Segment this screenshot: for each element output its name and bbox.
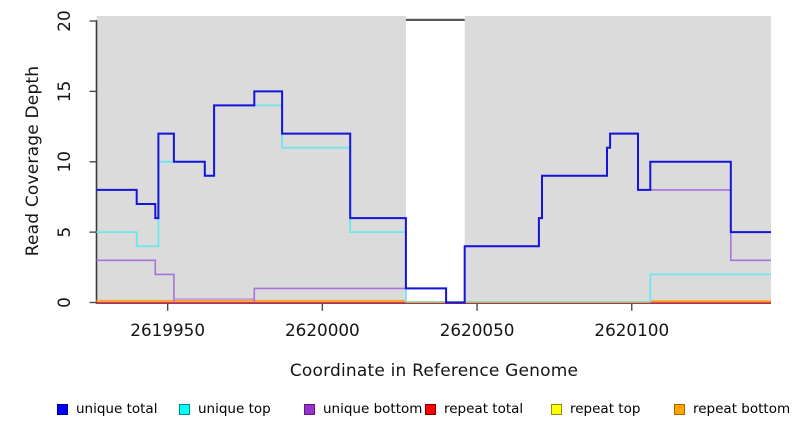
legend-swatch-unique-bottom [304,403,315,415]
x-tick-label: 2620050 [440,320,515,340]
legend-swatch-unique-top [179,403,190,415]
legend-swatch-unique-total [57,403,68,415]
y-axis-title: Read Coverage Depth [23,65,43,257]
x-axis-title: Coordinate in Reference Genome [289,361,579,381]
legend-label: unique total [76,401,158,417]
legend-label: repeat total [444,401,524,417]
legend-label: unique top [198,401,271,417]
shaded-region [96,16,406,304]
legend-item-repeat-total: repeat total [425,400,523,418]
legend-item-repeat-top: repeat top [551,400,640,418]
legend-item-unique-top: unique top [179,400,271,418]
x-tick-label: 2619950 [130,320,205,340]
x-tick-label: 2620100 [594,320,669,340]
y-tick-label: 5 [54,227,74,238]
legend-label: unique bottom [323,401,423,417]
legend-label: repeat bottom [693,401,791,417]
x-tick-label: 2620000 [285,320,360,340]
series-line-unique-total [96,90,771,304]
shaded-region [464,16,771,304]
legend-item-unique-bottom: unique bottom [304,400,422,418]
y-tick-label: 0 [54,297,74,308]
legend-item-repeat-bottom: repeat bottom [674,400,790,418]
legend-swatch-repeat-bottom [674,403,685,415]
legend-swatch-repeat-total [425,403,436,415]
legend-swatch-repeat-top [551,403,562,415]
legend-label: repeat top [570,401,641,417]
y-tick-label: 10 [54,151,74,172]
legend-item-unique-total: unique total [57,400,157,418]
y-tick-label: 20 [54,10,74,31]
y-tick-label: 15 [54,81,74,102]
